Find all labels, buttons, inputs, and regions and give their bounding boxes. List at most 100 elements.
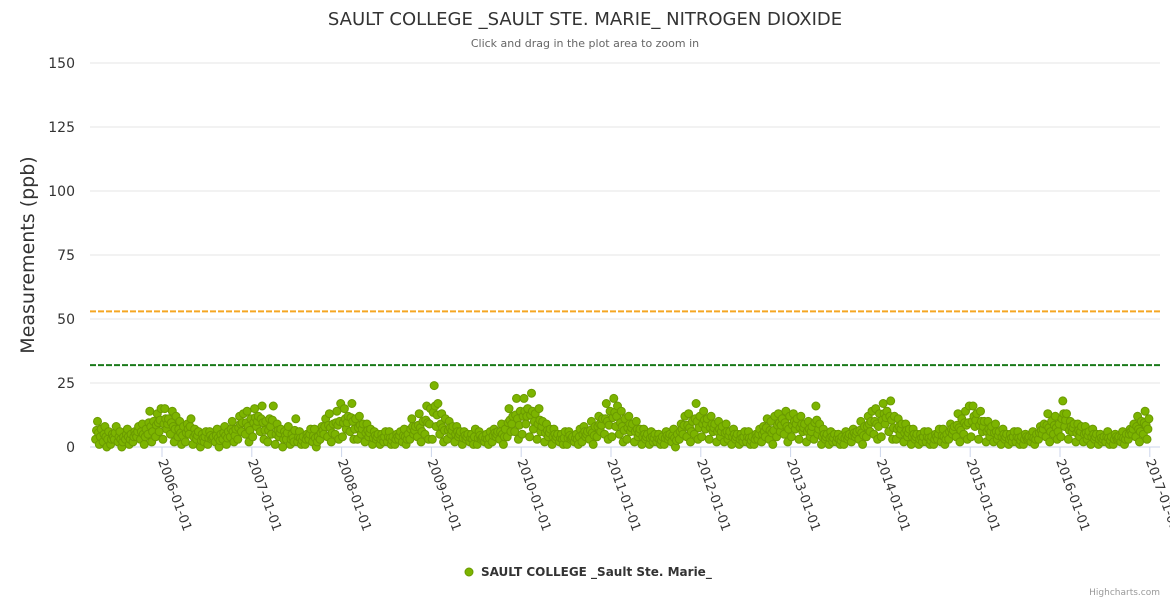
data-point[interactable] [1045,437,1055,447]
data-point[interactable] [886,396,896,406]
data-point[interactable] [154,427,164,437]
data-point[interactable] [622,434,632,444]
y-tick-label: 50 [57,312,75,328]
data-point[interactable] [699,406,709,416]
data-point[interactable] [139,439,149,449]
data-point[interactable] [1143,424,1153,434]
legend-label[interactable]: SAULT COLLEGE _Sault Ste. Marie_ [481,565,712,580]
series-points[interactable] [91,381,1154,452]
data-point[interactable] [347,399,357,408]
data-point[interactable] [283,422,293,431]
data-point[interactable] [326,437,336,447]
y-tick-label: 0 [66,440,75,456]
data-point[interactable] [429,381,439,391]
data-point[interactable] [697,432,707,442]
data-point[interactable] [794,434,804,444]
data-point[interactable] [521,419,531,429]
data-point[interactable] [519,393,529,403]
data-point[interactable] [527,388,536,398]
data-point[interactable] [354,411,364,421]
data-point[interactable] [498,439,508,449]
x-tick-label: 2011-01-01 [603,457,643,533]
data-point[interactable] [858,439,868,449]
credits-link[interactable]: Highcharts.com [1089,588,1160,598]
data-point[interactable] [601,399,611,408]
data-point[interactable] [332,406,342,416]
data-point[interactable] [1063,434,1073,444]
data-point[interactable] [588,439,598,449]
data-point[interactable] [242,406,252,416]
data-point[interactable] [1135,437,1144,447]
data-point[interactable] [691,399,701,408]
data-point[interactable] [338,432,347,442]
data-point[interactable] [512,393,521,403]
y-tick-label: 100 [48,184,75,200]
data-point[interactable] [534,404,544,414]
y-tick-label: 150 [48,56,75,72]
data-point[interactable] [631,416,641,426]
y-tick-label: 25 [57,376,75,392]
data-point[interactable] [407,414,417,424]
data-point[interactable] [976,406,985,416]
data-point[interactable] [186,414,196,424]
data-point[interactable] [257,401,267,411]
data-point[interactable] [616,406,626,416]
data-point[interactable] [609,393,619,403]
data-point[interactable] [1140,406,1150,416]
data-point[interactable] [1062,409,1071,419]
data-point[interactable] [721,419,731,429]
data-point[interactable] [787,432,796,442]
data-point[interactable] [991,419,1000,429]
data-point[interactable] [968,401,978,411]
data-point[interactable] [160,404,170,414]
data-point[interactable] [233,434,243,444]
data-point[interactable] [525,432,535,442]
data-point[interactable] [504,404,514,414]
data-point[interactable] [706,411,716,421]
data-point[interactable] [414,409,424,419]
data-point[interactable] [517,429,527,439]
legend-item[interactable]: SAULT COLLEGE _Sault Ste. Marie_ [464,565,712,580]
data-point[interactable] [811,401,821,411]
data-point[interactable] [93,416,102,426]
x-tick-label: 2016-01-01 [1052,457,1092,533]
data-point[interactable] [768,439,778,449]
data-point[interactable] [684,409,694,419]
data-point[interactable] [433,399,443,408]
data-point[interactable] [1056,432,1066,442]
x-tick-label: 2013-01-01 [783,457,823,533]
data-point[interactable] [1058,396,1068,406]
data-point[interactable] [427,434,437,444]
data-point[interactable] [324,409,334,419]
data-point[interactable] [607,432,617,442]
legend-marker-icon [464,567,474,577]
data-point[interactable] [291,414,301,424]
data-point[interactable] [1142,434,1152,444]
data-point[interactable] [974,434,984,444]
data-point[interactable] [796,411,806,421]
data-point[interactable] [876,432,886,442]
data-point[interactable] [955,437,965,447]
data-point[interactable] [416,437,426,447]
data-point[interactable] [263,437,273,447]
data-point[interactable] [180,437,190,447]
data-point[interactable] [158,434,168,444]
data-point[interactable] [270,439,280,449]
data-point[interactable] [1144,414,1154,424]
data-point[interactable] [339,404,349,414]
data-point[interactable] [278,442,288,452]
data-point[interactable] [268,401,278,411]
data-point[interactable] [878,399,888,408]
data-point[interactable] [624,411,634,421]
data-point[interactable] [250,404,260,414]
data-point[interactable] [145,406,155,416]
data-point[interactable] [966,432,976,442]
data-point[interactable] [686,437,695,447]
data-point[interactable] [1043,409,1053,419]
data-point[interactable] [532,434,542,444]
data-point[interactable] [704,434,714,444]
data-point[interactable] [248,432,258,442]
data-point[interactable] [227,416,237,426]
x-tick-label: 2015-01-01 [962,457,1002,533]
